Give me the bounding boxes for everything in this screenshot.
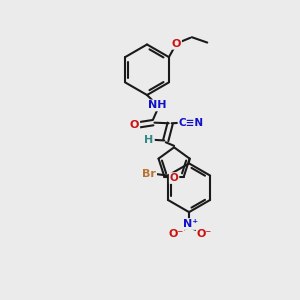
Text: Br: Br <box>142 169 156 179</box>
Text: O: O <box>130 120 139 130</box>
Text: H: H <box>145 135 154 145</box>
Text: O⁻: O⁻ <box>168 229 183 238</box>
Text: C≡N: C≡N <box>178 118 204 128</box>
Text: O: O <box>172 39 181 49</box>
Text: O: O <box>170 173 178 183</box>
Text: N⁺: N⁺ <box>183 219 198 229</box>
Text: NH: NH <box>148 100 167 110</box>
Text: O⁻: O⁻ <box>197 229 212 238</box>
